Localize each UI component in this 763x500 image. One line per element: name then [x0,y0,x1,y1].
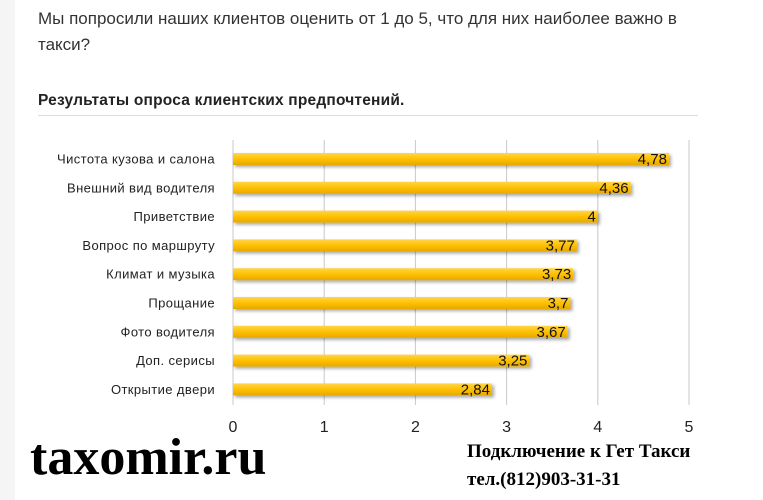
category-label: Прощание [148,296,215,311]
bar [233,297,571,309]
bar [233,153,669,165]
category-label: Открытие двери [111,382,215,397]
bar-chart: 0 1 2 3 4 5 Чистота кузова и салона 4,78 Внешни… [57,140,694,436]
title-divider [38,115,698,116]
value-label: 3,73 [542,266,571,283]
page-left-border [0,0,15,500]
chart-title: Результаты опроса клиентских предпочтени… [38,92,405,109]
intro-question: Мы попросили наших клиентов оценить от 1… [38,9,677,54]
x-tick-label: 5 [685,419,694,436]
x-tick-label: 4 [593,419,602,436]
value-label: 4,78 [638,151,667,168]
x-tick-label: 0 [229,419,238,436]
category-label: Вопрос по маршруту [82,238,215,253]
value-label: 4 [587,209,595,226]
contact-connect-text: Подключение к Гет Такси [467,441,691,462]
category-label: Доп. серисы [136,353,215,368]
category-label: Фото водителя [121,324,215,339]
bar [233,210,598,223]
category-label: Приветствие [134,209,215,224]
x-tick-label: 2 [411,419,420,436]
category-label: Чистота кузова и салона [57,152,215,167]
value-label: 3,67 [537,324,566,341]
contact-phone-text: тел.(812)903-31-31 [467,469,621,490]
value-label: 4,36 [599,180,628,197]
category-label: Внешний вид водителя [67,180,215,195]
bar [233,325,568,338]
value-label: 2,84 [461,381,490,398]
value-label: 3,25 [498,353,527,370]
category-label: Климат и музыка [106,267,215,282]
bar [233,354,530,367]
bar [233,181,631,194]
bar [233,268,574,281]
x-tick-label: 1 [320,419,329,436]
contact-block: Подключение к Гет Такси тел.(812)903-31-… [467,438,690,494]
site-logo: taxomir.ru [30,429,267,486]
value-label: 3,7 [548,295,569,312]
value-label: 3,77 [546,237,575,254]
x-tick-label: 3 [502,419,511,436]
bar [233,383,493,396]
bar [233,239,577,252]
